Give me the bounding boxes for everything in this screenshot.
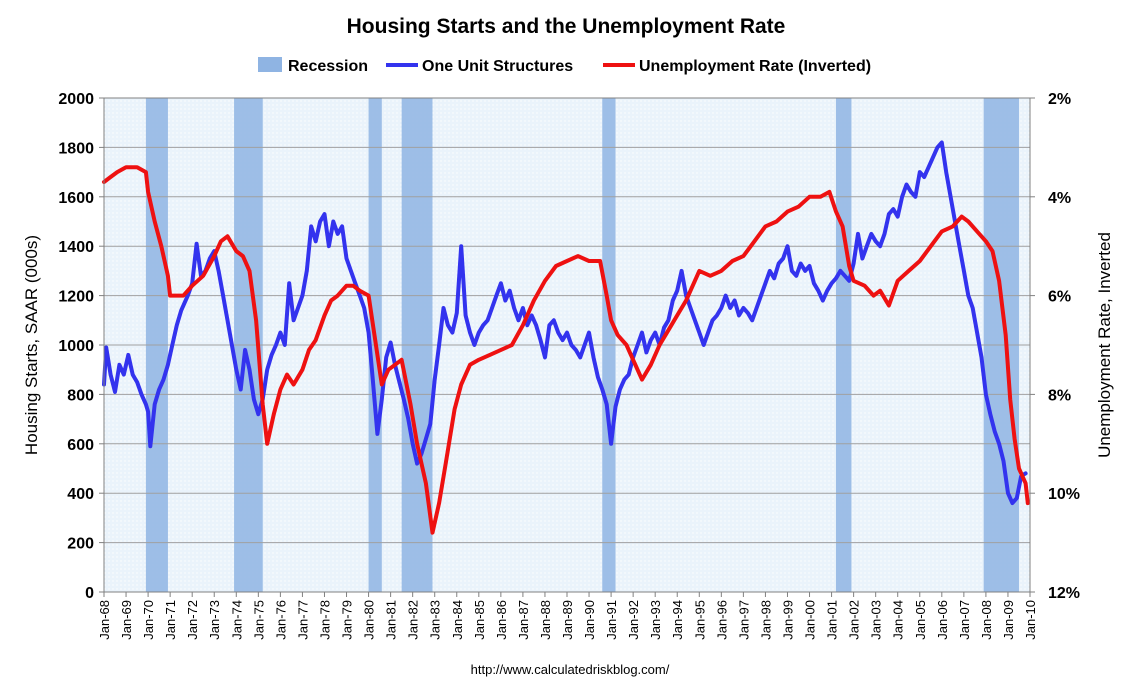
y-axis-title: Housing Starts, SAAR (000s): [22, 235, 41, 455]
x-tick-label: Jan-68: [97, 600, 112, 640]
x-tick-label: Jan-05: [913, 600, 928, 640]
x-tick-label: Jan-86: [494, 600, 509, 640]
legend-label-one-unit: One Unit Structures: [422, 58, 573, 75]
x-tick-label: Jan-74: [229, 600, 244, 640]
y-tick-label: 800: [67, 387, 94, 404]
y-tick-label: 1000: [58, 338, 94, 355]
source-url: http://www.calculatedriskblog.com/: [471, 662, 670, 677]
legend: Recession One Unit Structures Unemployme…: [258, 57, 871, 75]
y-axis-right: 2% 4% 6% 8% 10% 12%: [1030, 91, 1080, 602]
x-tick-label: Jan-83: [428, 600, 443, 640]
x-tick-label: Jan-72: [185, 600, 200, 640]
x-tick-label: Jan-94: [670, 600, 685, 640]
x-tick-label: Jan-89: [560, 600, 575, 640]
x-tick-label: Jan-70: [141, 600, 156, 640]
x-tick-label: Jan-77: [295, 600, 310, 640]
x-tick-label: Jan-82: [406, 600, 421, 640]
x-tick-label: Jan-04: [891, 600, 906, 640]
x-tick-label: Jan-69: [119, 600, 134, 640]
x-tick-label: Jan-03: [869, 600, 884, 640]
x-axis: Jan-68 Jan-69 Jan-70 Jan-71 Jan-72 Jan-73 Jan-…: [97, 592, 1038, 640]
x-tick-label: Jan-07: [957, 600, 972, 640]
x-tick-label: Jan-81: [384, 600, 399, 640]
y2-tick-label: 10%: [1048, 486, 1080, 503]
series-line-one-unit-structures: [102, 140, 1028, 506]
x-tick-label: Jan-02: [847, 600, 862, 640]
y2-axis-title: Unemployment Rate, Inverted: [1095, 232, 1114, 458]
y2-tick-label: 2%: [1048, 91, 1071, 108]
x-tick-label: Jan-78: [317, 600, 332, 640]
y2-tick-label: 8%: [1048, 387, 1071, 404]
x-tick-label: Jan-88: [538, 600, 553, 640]
x-tick-label: Jan-90: [582, 600, 597, 640]
legend-label-unemployment: Unemployment Rate (Inverted): [639, 58, 871, 75]
y2-tick-label: 6%: [1048, 289, 1071, 306]
x-tick-label: Jan-08: [979, 600, 994, 640]
y-tick-label: 200: [67, 536, 94, 553]
x-tick-label: Jan-96: [714, 600, 729, 640]
x-tick-label: Jan-98: [758, 600, 773, 640]
legend-swatch-recession: [258, 57, 282, 72]
y-tick-label: 600: [67, 437, 94, 454]
y2-tick-label: 12%: [1048, 585, 1080, 602]
series-lines: [102, 140, 1030, 535]
x-tick-label: Jan-71: [163, 600, 178, 640]
x-tick-label: Jan-87: [516, 600, 531, 640]
y-tick-label: 400: [67, 486, 94, 503]
x-tick-label: Jan-85: [472, 600, 487, 640]
x-tick-label: Jan-80: [362, 600, 377, 640]
x-tick-label: Jan-76: [273, 600, 288, 640]
series-line-unemployment-rate: [102, 165, 1030, 535]
y-tick-label: 2000: [58, 91, 94, 108]
x-tick-label: Jan-10: [1023, 600, 1038, 640]
x-tick-label: Jan-97: [736, 600, 751, 640]
y-tick-label: 1200: [58, 289, 94, 306]
x-tick-label: Jan-92: [626, 600, 641, 640]
x-tick-label: Jan-91: [604, 600, 619, 640]
legend-label-recession: Recession: [288, 58, 368, 75]
y2-tick-label: 4%: [1048, 190, 1071, 207]
chart-title: Housing Starts and the Unemployment Rate: [347, 15, 786, 38]
x-tick-label: Jan-01: [825, 600, 840, 640]
y-tick-label: 1600: [58, 190, 94, 207]
x-tick-label: Jan-84: [450, 600, 465, 640]
x-tick-label: Jan-06: [935, 600, 950, 640]
x-tick-label: Jan-73: [207, 600, 222, 640]
x-tick-label: Jan-79: [340, 600, 355, 640]
x-tick-label: Jan-95: [692, 600, 707, 640]
x-tick-label: Jan-00: [803, 600, 818, 640]
x-tick-label: Jan-93: [648, 600, 663, 640]
x-tick-label: Jan-75: [251, 600, 266, 640]
x-tick-label: Jan-99: [780, 600, 795, 640]
y-tick-label: 1400: [58, 239, 94, 256]
y-tick-label: 1800: [58, 140, 94, 157]
y-tick-label: 0: [85, 585, 94, 602]
x-tick-label: Jan-09: [1001, 600, 1016, 640]
y-axis-left: 0 200 400 600 800 1000 1200 1400 1600 1800 2000: [58, 91, 104, 602]
